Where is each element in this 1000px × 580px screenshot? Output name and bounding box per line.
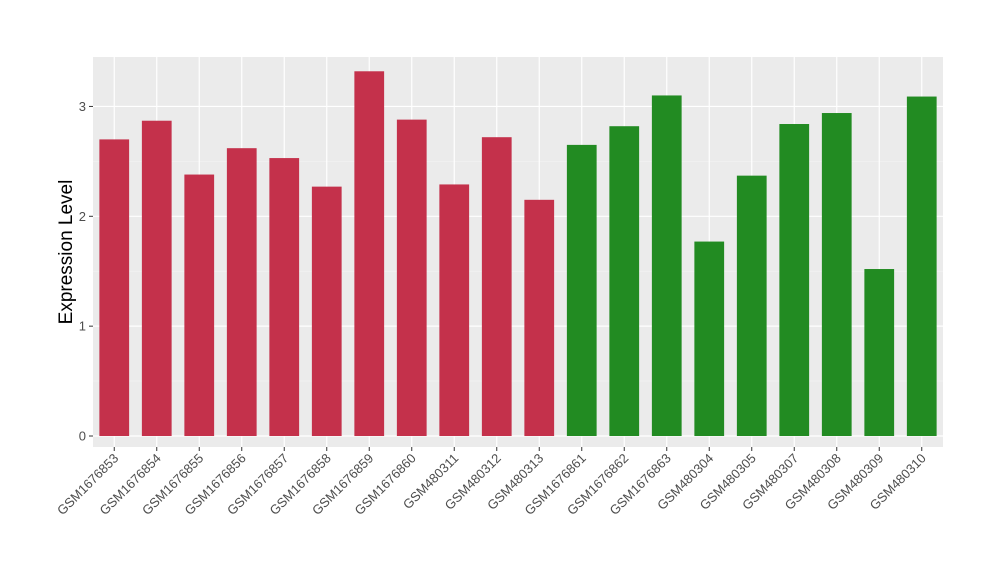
y-axis: 0 1 2 3	[79, 99, 93, 444]
bar	[354, 71, 385, 437]
bar	[99, 139, 130, 437]
bar	[736, 175, 767, 437]
bar	[524, 199, 555, 437]
bar	[269, 158, 300, 437]
bar	[651, 95, 682, 437]
bar	[779, 124, 810, 437]
bar	[141, 120, 172, 437]
y-tick-label: 2	[79, 209, 86, 224]
y-tick-label: 1	[79, 319, 86, 334]
plot-panel	[93, 57, 943, 447]
bar	[609, 126, 640, 437]
bar	[694, 241, 725, 437]
y-tick-label: 0	[79, 429, 86, 444]
y-axis-title: Expression Level	[56, 180, 77, 325]
bar	[226, 148, 257, 437]
bar	[396, 119, 427, 437]
bar	[439, 184, 470, 437]
bars	[99, 71, 937, 437]
y-tick-label: 3	[79, 99, 86, 114]
x-axis: GSM1676853GSM1676854GSM1676855GSM1676856…	[54, 447, 929, 518]
bar	[906, 96, 937, 437]
bar	[566, 144, 597, 437]
bar	[184, 174, 215, 437]
bar	[864, 269, 895, 437]
bar	[481, 137, 512, 437]
bar	[821, 113, 852, 437]
bar	[311, 186, 342, 437]
